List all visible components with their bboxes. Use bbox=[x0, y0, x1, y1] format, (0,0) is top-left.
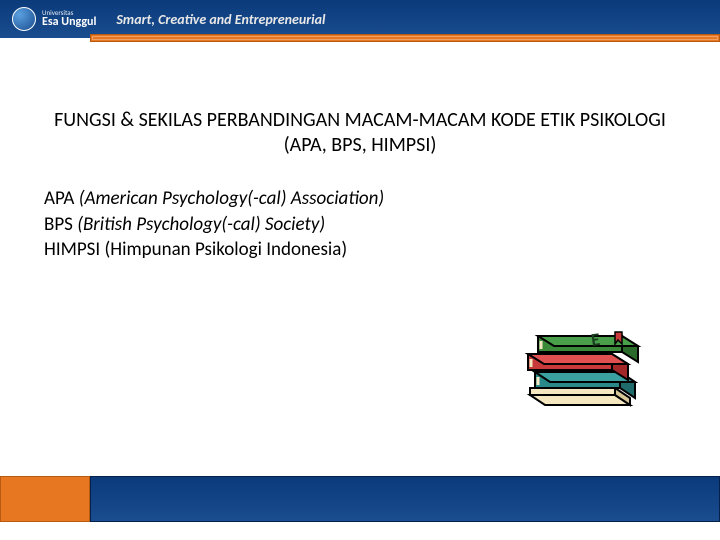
svg-text:E: E bbox=[590, 328, 602, 351]
footer-bar bbox=[0, 476, 720, 522]
footer-orange-block bbox=[0, 476, 90, 522]
books-icon: E bbox=[520, 310, 650, 420]
tagline: Smart, Creative and Entrepreneurial bbox=[116, 11, 325, 28]
slide-content: FUNGSI & SEKILAS PERBANDINGAN MACAM-MACA… bbox=[0, 38, 720, 263]
body-text: APA (American Psychology(-cal) Associati… bbox=[40, 186, 680, 263]
logo-big-text: Esa Unggul bbox=[42, 16, 96, 29]
line-1: APA (American Psychology(-cal) Associati… bbox=[44, 186, 680, 212]
logo-globe-icon bbox=[12, 7, 36, 31]
line-3: HIMPSI (Himpunan Psikologi Indonesia) bbox=[44, 237, 680, 263]
line-2: BPS (British Psychology(-cal) Society) bbox=[44, 212, 680, 238]
header-orange-bar bbox=[90, 34, 720, 42]
logo-small-text: Universitas bbox=[42, 9, 96, 17]
logo-text: Universitas Esa Unggul bbox=[42, 9, 96, 30]
header-bar: Universitas Esa Unggul Smart, Creative a… bbox=[0, 0, 720, 38]
footer-blue-block bbox=[90, 476, 720, 522]
logo: Universitas Esa Unggul bbox=[12, 7, 96, 31]
slide-title: FUNGSI & SEKILAS PERBANDINGAN MACAM-MACA… bbox=[40, 108, 680, 158]
